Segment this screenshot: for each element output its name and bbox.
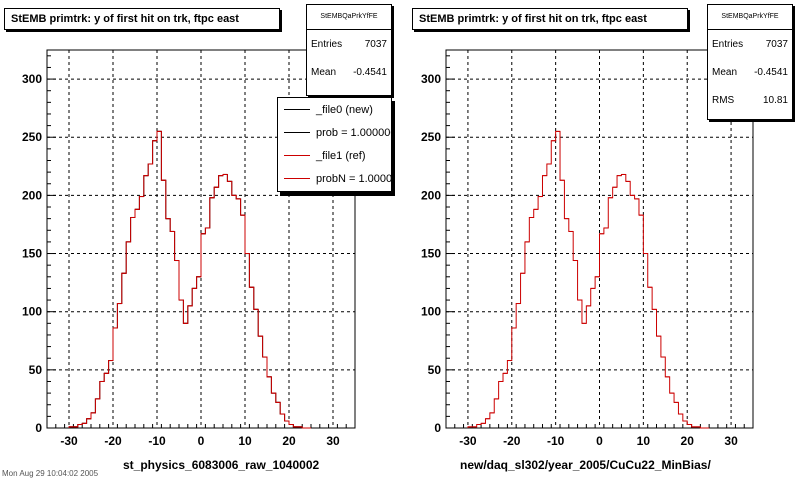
- chart-title-text: StEMB primtrk: y of first hit on trk, ft…: [11, 13, 239, 25]
- x-tick-label: -30: [459, 434, 477, 448]
- x-axis-title-right: new/daq_sl302/year_2005/CuCu22_MinBias/: [460, 458, 711, 472]
- y-tick-label: 100: [421, 305, 441, 319]
- x-tick-label: 10: [637, 434, 651, 448]
- x-tick-label: -20: [104, 434, 122, 448]
- legend-item: prob = 1.000000: [278, 121, 391, 144]
- y-tick-label: 0: [434, 421, 441, 435]
- legend-item: _file1 (ref): [278, 144, 391, 167]
- x-axis-title-left: st_physics_6083006_raw_1040002: [123, 458, 320, 472]
- stats-name: StEMBQaPrkYfFE: [307, 5, 391, 30]
- legend-box: _file0 (new) prob = 1.000000 _file1 (ref…: [277, 97, 392, 192]
- x-tick-label: 0: [596, 434, 603, 448]
- y-tick-label: 300: [22, 72, 42, 86]
- y-tick-label: 150: [421, 247, 441, 261]
- y-tick-label: 200: [421, 188, 441, 202]
- x-tick-label: -10: [547, 434, 565, 448]
- x-tick-label: 30: [326, 434, 340, 448]
- stats-name: StEMBQaPrkYfFE: [708, 5, 792, 30]
- stats-row-rms: RMS 10.81: [712, 94, 788, 106]
- y-tick-label: 250: [421, 130, 441, 144]
- legend-swatch: [284, 109, 310, 110]
- stats-row-mean: Mean -0.4541: [311, 66, 387, 78]
- stats-box-left: StEMBQaPrkYfFE Entries 7037 Mean -0.4541: [306, 4, 392, 96]
- x-tick-label: 30: [724, 434, 738, 448]
- y-tick-label: 100: [22, 305, 42, 319]
- stats-box-right: StEMBQaPrkYfFE Entries 7037 Mean -0.4541…: [707, 4, 793, 120]
- y-tick-label: 0: [35, 421, 42, 435]
- legend-swatch: [284, 132, 310, 133]
- stats-row-entries: Entries 7037: [311, 38, 387, 50]
- y-tick-label: 250: [22, 130, 42, 144]
- histogram-series-2: [68, 130, 311, 429]
- footer-timestamp: Mon Aug 29 10:04:02 2005: [2, 469, 99, 478]
- y-tick-label: 50: [428, 363, 442, 377]
- stats-row-mean: Mean -0.4541: [712, 66, 788, 78]
- stats-row-entries: Entries 7037: [712, 38, 788, 50]
- chart-title-text: StEMB primtrk: y of first hit on trk, ft…: [419, 13, 647, 25]
- x-tick-label: -30: [60, 434, 78, 448]
- x-tick-label: 20: [681, 434, 695, 448]
- x-tick-label: 0: [198, 434, 205, 448]
- x-tick-label: -20: [503, 434, 521, 448]
- chart-title-left: StEMB primtrk: y of first hit on trk, ft…: [4, 8, 280, 30]
- legend-item: _file0 (new): [278, 98, 391, 121]
- legend-swatch: [284, 155, 310, 156]
- y-tick-label: 50: [29, 363, 43, 377]
- y-tick-label: 200: [22, 188, 42, 202]
- y-tick-label: 300: [421, 72, 441, 86]
- legend-swatch: [284, 178, 310, 179]
- x-tick-label: 20: [282, 434, 296, 448]
- x-tick-label: 10: [238, 434, 252, 448]
- histogram-series-1: [467, 130, 710, 429]
- x-tick-label: -10: [148, 434, 166, 448]
- y-tick-label: 150: [22, 247, 42, 261]
- legend-item: probN = 1.000000: [278, 167, 391, 190]
- chart-title-right: StEMB primtrk: y of first hit on trk, ft…: [412, 8, 688, 30]
